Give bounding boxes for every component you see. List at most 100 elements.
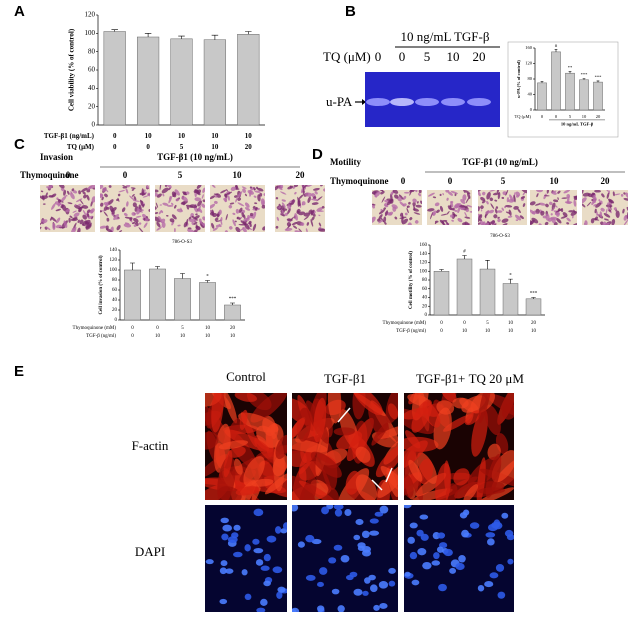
cell [116, 198, 119, 201]
cell [155, 202, 159, 208]
cell [230, 186, 237, 191]
cell [213, 193, 219, 196]
cell [72, 210, 77, 213]
nucleus [328, 557, 337, 564]
cell [147, 192, 150, 197]
x-table-label: Thymoquinone (mM) [73, 326, 117, 331]
nucleus [266, 535, 277, 543]
error-bar [540, 81, 544, 83]
cell [536, 193, 539, 198]
nucleus [469, 522, 480, 529]
texture [582, 190, 628, 225]
cell [78, 206, 83, 212]
nucleus [361, 549, 372, 557]
cell [464, 212, 467, 217]
cell [318, 222, 322, 227]
cell [263, 193, 265, 196]
cell [241, 212, 245, 218]
nucleus [345, 574, 354, 581]
fiber [346, 417, 374, 462]
fiber [326, 487, 340, 500]
nucleus [355, 518, 364, 526]
cell [238, 207, 243, 213]
cell [595, 202, 602, 208]
arrow-head [362, 99, 366, 105]
cell [308, 209, 313, 215]
x-table-cell: 0 [440, 329, 443, 334]
nucleus [292, 607, 300, 612]
bar [224, 304, 241, 321]
cell [480, 197, 486, 202]
cell [303, 185, 309, 189]
cell [478, 206, 480, 212]
cell [478, 214, 483, 220]
cell [124, 216, 132, 219]
fiber [377, 424, 398, 439]
fiber [297, 476, 317, 500]
fiber [238, 412, 279, 433]
cell [572, 222, 577, 225]
nucleus [353, 588, 363, 596]
cell [488, 221, 492, 225]
cell [501, 218, 509, 223]
x-table-cell: 5 [180, 143, 184, 151]
bar [565, 72, 575, 111]
bar [203, 39, 227, 126]
cell [189, 204, 198, 209]
cell [312, 187, 320, 191]
cell [418, 190, 422, 194]
cell [380, 191, 385, 195]
row-label: F-actin [132, 438, 169, 453]
cell [91, 216, 94, 220]
cell [201, 194, 204, 199]
cell [116, 225, 121, 231]
cell [291, 222, 298, 226]
fiber [327, 393, 342, 424]
x-table-cell: 0 [131, 334, 134, 339]
cell [123, 212, 128, 217]
fiber [217, 455, 236, 500]
x-table-cell: 10 [531, 329, 537, 334]
cell [100, 202, 104, 207]
cell [584, 220, 588, 225]
nucleus [416, 529, 424, 537]
assay-title: Motility [330, 157, 361, 167]
cell [612, 191, 615, 197]
bar [433, 271, 450, 316]
cell [40, 221, 43, 227]
cell [294, 191, 297, 195]
arrow [371, 479, 383, 491]
cell [287, 204, 292, 210]
cell [596, 211, 598, 216]
fiber [211, 393, 224, 433]
nucleus [378, 581, 389, 589]
fiber [243, 456, 265, 487]
cell [158, 210, 163, 215]
cell [167, 204, 174, 207]
cell [86, 188, 91, 193]
cell [604, 218, 609, 221]
x-table-cell: 20 [596, 114, 601, 119]
y-tick-label: 40 [422, 296, 428, 301]
cell [305, 228, 308, 232]
cell [532, 212, 540, 214]
cell [177, 224, 181, 227]
cell [561, 197, 568, 199]
nucleus [374, 511, 384, 517]
cell [603, 213, 611, 218]
nucleus [484, 581, 494, 588]
fiber [371, 422, 389, 446]
cell [302, 185, 304, 188]
cell [218, 209, 222, 215]
x-table-cell: 0 [113, 132, 117, 140]
cell [445, 190, 449, 193]
cell [462, 190, 466, 194]
cell [194, 197, 202, 202]
cell [462, 194, 467, 201]
nucleus [357, 542, 366, 549]
cell [513, 194, 516, 203]
cell [531, 217, 539, 224]
cell [496, 190, 500, 193]
x-table-cell: 5 [486, 321, 489, 326]
cell [281, 209, 285, 216]
